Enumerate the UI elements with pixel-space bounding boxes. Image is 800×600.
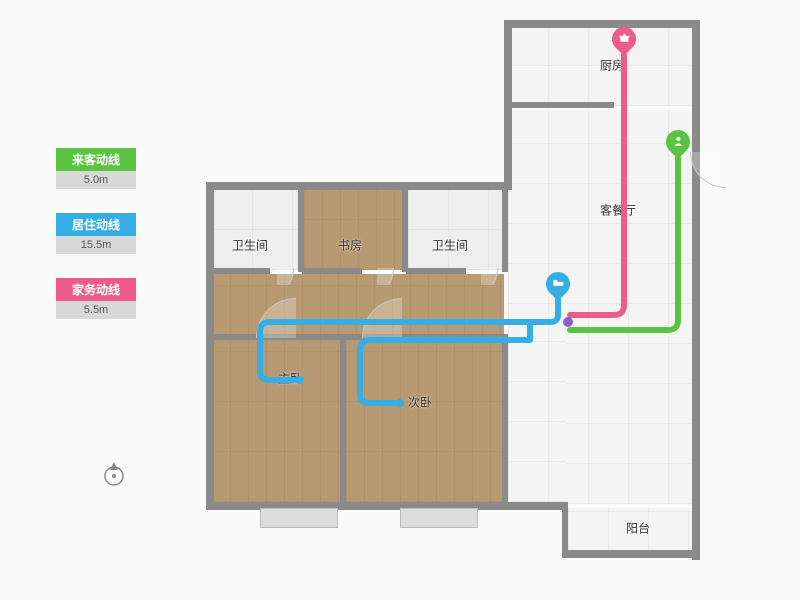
endpoint-join (563, 317, 573, 327)
pot-icon (618, 32, 630, 47)
person-icon (672, 135, 684, 150)
circulation-paths (200, 20, 760, 580)
bed-icon (552, 277, 564, 292)
legend-item-guest: 来客动线 5.0m (56, 148, 136, 189)
endpoint-master (296, 376, 304, 384)
legend-item-living: 居住动线 15.5m (56, 213, 136, 254)
legend-item-housework: 家务动线 5.5m (56, 278, 136, 319)
endpoint-second (396, 399, 404, 407)
legend-label-housework: 家务动线 (56, 278, 136, 301)
legend-value-housework: 5.5m (56, 301, 136, 319)
marker-sofa-icon (546, 272, 570, 304)
marker-kitchen-icon (612, 27, 636, 59)
legend-value-living: 15.5m (56, 236, 136, 254)
legend-label-guest: 来客动线 (56, 148, 136, 171)
legend-label-living: 居住动线 (56, 213, 136, 236)
legend-value-guest: 5.0m (56, 171, 136, 189)
floorplan: 厨房 客餐厅 卫生间 书房 卫生间 主卧 次卧 阳台 (200, 20, 760, 580)
path-housework (570, 55, 624, 315)
path-living-branch (360, 322, 530, 403)
legend-panel: 来客动线 5.0m 居住动线 15.5m 家务动线 5.5m (56, 148, 136, 343)
compass-icon (100, 460, 128, 488)
marker-entry-icon (666, 130, 690, 162)
